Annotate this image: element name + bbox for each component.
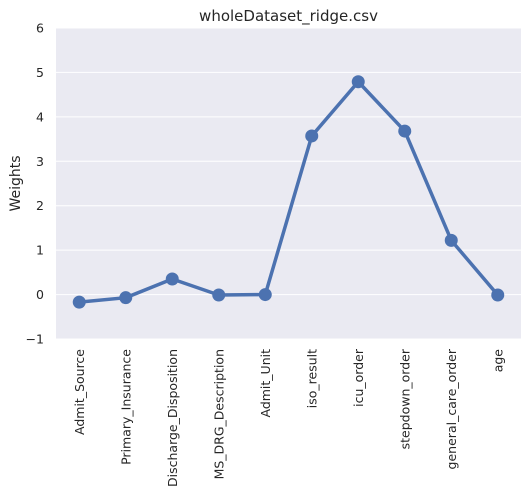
- data-point: [351, 75, 365, 89]
- plot-background: [56, 28, 521, 339]
- data-point: [491, 288, 505, 302]
- y-axis-label: Weights: [8, 155, 24, 211]
- chart-title: wholeDataset_ridge.csv: [199, 7, 378, 26]
- data-point: [165, 272, 179, 286]
- x-tick-label: Discharge_Disposition: [165, 349, 180, 487]
- x-tick-label: stepdown_order: [397, 348, 412, 449]
- y-tick-label: 0: [36, 287, 44, 302]
- x-tick-labels: Admit_Source Primary_Insurance Discharge_D…: [72, 348, 506, 487]
- data-point: [119, 291, 133, 305]
- series-line: [77, 80, 500, 304]
- data-point: [398, 124, 412, 138]
- data-point: [305, 129, 319, 143]
- y-tick-label: 3: [36, 154, 44, 169]
- data-point: [258, 288, 272, 302]
- x-tick-label: Primary_Insurance: [118, 349, 133, 465]
- x-tick-label: MS_DRG_Description: [211, 349, 226, 479]
- y-tick-label: 5: [36, 65, 44, 80]
- x-tick-label: Admit_Source: [72, 349, 87, 435]
- y-tick-label: 4: [36, 109, 44, 124]
- x-tick-label: general_care_order: [444, 348, 459, 469]
- y-tick-label: 2: [36, 198, 44, 213]
- y-tick-label: 6: [36, 21, 44, 36]
- series-group: [72, 75, 505, 309]
- data-point: [444, 233, 458, 247]
- data-point: [72, 295, 86, 309]
- x-tick-label: age: [490, 349, 505, 373]
- y-tick-label: −1: [26, 332, 44, 347]
- x-tick-label: icu_order: [351, 348, 366, 407]
- y-tick-label: 1: [36, 243, 44, 258]
- x-tick-label: iso_result: [304, 349, 319, 408]
- y-tick-labels: −1 0 1 2 3 4 5 6: [26, 21, 44, 347]
- data-point: [212, 288, 226, 302]
- x-tick-label: Admit_Unit: [258, 349, 273, 418]
